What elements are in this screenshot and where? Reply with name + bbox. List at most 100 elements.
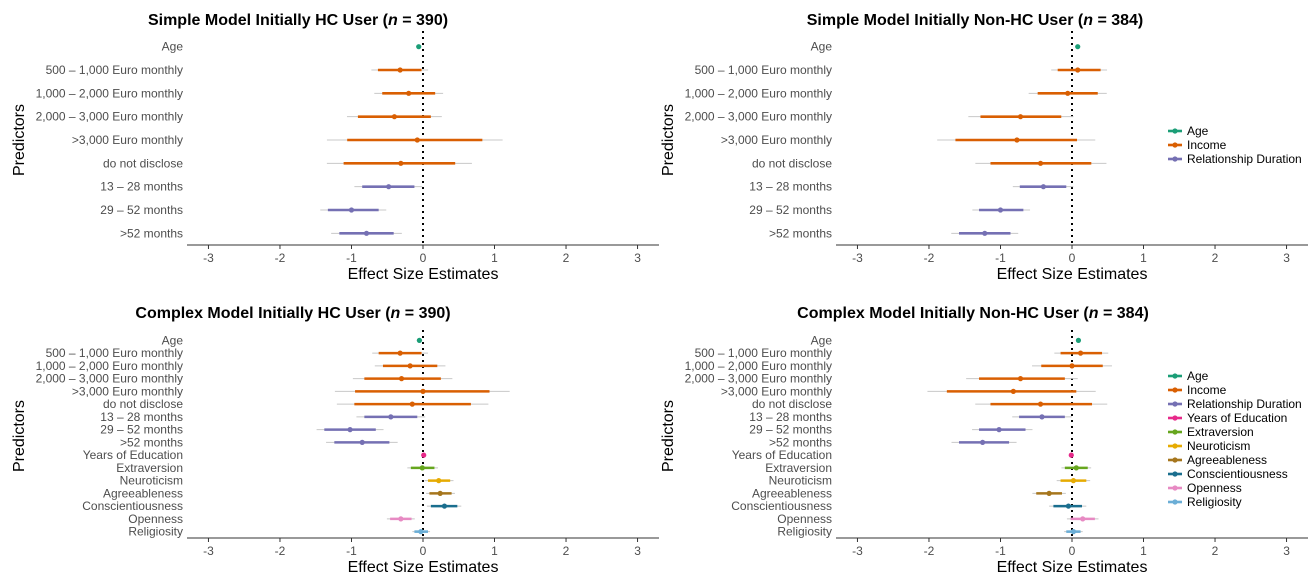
estimate-point-3-000-euro-monthly <box>1010 388 1016 394</box>
x-tick-label: 0 <box>420 251 427 265</box>
predictor-label: Religiosity <box>128 525 183 539</box>
y-axis-title: Predictors <box>660 104 677 176</box>
panel-title-part: Complex Model Initially Non-HC User ( <box>797 305 1089 322</box>
panel-4: Complex Model Initially Non-HC User (n =… <box>660 305 1308 574</box>
estimate-point-3-000-euro-monthly <box>420 388 426 394</box>
estimate-point-extraversion <box>419 465 425 471</box>
predictor-label: 29 – 52 months <box>100 423 183 437</box>
legend-key-dot <box>1172 429 1178 435</box>
predictor-label: Openness <box>128 512 183 526</box>
estimate-point-1-000-2-000-euro-monthly <box>407 363 413 369</box>
predictor-label: 2,000 – 3,000 Euro monthly <box>36 110 183 124</box>
estimate-point-500-1-000-euro-monthly <box>397 350 403 356</box>
predictor-label: Age <box>162 40 184 54</box>
estimate-point-years-of-education <box>421 452 427 458</box>
estimate-point-29-52-months <box>996 427 1002 433</box>
x-tick-label: 2 <box>563 251 570 265</box>
predictor-label: 2,000 – 3,000 Euro monthly <box>685 110 832 124</box>
x-tick-label: -1 <box>995 544 1006 558</box>
panel-title-part: = 384) <box>1093 12 1143 29</box>
panel-title-part: n <box>391 305 401 322</box>
estimate-point-1-000-2-000-euro-monthly <box>1069 363 1075 369</box>
predictor-label: 500 – 1,000 Euro monthly <box>695 346 832 360</box>
legend-key-dot <box>1172 142 1178 148</box>
predictor-label: 29 – 52 months <box>749 423 832 437</box>
estimate-point-13-28-months <box>386 184 392 190</box>
estimate-point-do-not-disclose <box>1037 160 1044 166</box>
estimate-point-age <box>416 337 423 343</box>
estimate-point-age <box>1075 44 1081 50</box>
predictor-label: 13 – 28 months <box>100 180 183 194</box>
y-axis-title: Predictors <box>11 104 28 176</box>
predictor-label: 1,000 – 2,000 Euro monthly <box>685 359 832 373</box>
legend-label: Income <box>1187 383 1227 397</box>
legend-key-dot <box>1172 471 1178 477</box>
legend-key-dot <box>1172 387 1178 393</box>
panel-title-part: = 390) <box>398 12 448 29</box>
x-tick-label: 1 <box>491 544 498 558</box>
predictor-label: 2,000 – 3,000 Euro monthly <box>685 372 832 386</box>
estimate-point-1-000-2-000-euro-monthly <box>406 90 412 96</box>
estimate-point-500-1-000-euro-monthly <box>1075 67 1081 73</box>
panel-1: Simple Model Initially HC User (n = 390)… <box>11 12 659 283</box>
predictor-label: 2,000 – 3,000 Euro monthly <box>36 372 183 386</box>
x-tick-label: -3 <box>852 251 863 265</box>
legend-key-dot <box>1172 485 1178 491</box>
legend-key-dot <box>1172 415 1178 421</box>
predictor-label: Neuroticism <box>120 474 183 488</box>
predictor-label: Age <box>811 40 833 54</box>
estimate-point-openness <box>1080 516 1086 522</box>
x-tick-label: 2 <box>1212 544 1219 558</box>
estimate-point-52-months <box>363 230 370 236</box>
x-tick-label: 3 <box>634 544 641 558</box>
panel-title-part: n <box>1089 305 1099 322</box>
legend-label: Relationship Duration <box>1187 397 1302 411</box>
estimate-point-age <box>416 44 422 50</box>
panel-title-part: Simple Model Initially Non-HC User ( <box>807 12 1084 29</box>
predictor-label: Agreeableness <box>752 486 832 500</box>
x-tick-label: -1 <box>995 251 1006 265</box>
estimate-point-conscientiousness <box>441 503 448 509</box>
predictor-label: Religiosity <box>777 525 832 539</box>
predictor-label: >52 months <box>120 226 183 240</box>
estimate-point-500-1-000-euro-monthly <box>1077 350 1084 356</box>
predictor-label: 13 – 28 months <box>749 410 832 424</box>
legend-label: Relationship Duration <box>1187 152 1302 166</box>
x-axis-title: Effect Size Estimates <box>348 266 499 283</box>
estimate-point-52-months <box>982 230 988 236</box>
estimate-point-29-52-months <box>348 207 355 213</box>
predictor-label: Agreeableness <box>103 486 183 500</box>
legend-key-dot <box>1172 401 1178 407</box>
legend-label: Years of Education <box>1187 411 1287 425</box>
x-tick-label: 0 <box>1069 544 1076 558</box>
x-tick-label: -2 <box>275 251 286 265</box>
x-tick-label: -1 <box>346 544 357 558</box>
panel-title-part: Simple Model Initially HC User ( <box>148 12 389 29</box>
estimate-point-agreeableness <box>437 490 443 496</box>
panel-title-part: n <box>1083 12 1093 29</box>
panel-3: Complex Model Initially HC User (n = 390… <box>11 305 659 574</box>
y-axis-title: Predictors <box>11 400 28 472</box>
estimate-point-13-28-months <box>388 414 394 420</box>
x-axis-title: Effect Size Estimates <box>997 559 1148 574</box>
panel-title: Simple Model Initially HC User (n = 390) <box>148 12 448 29</box>
estimate-point-2-000-3-000-euro-monthly <box>1017 376 1024 382</box>
y-axis-title: Predictors <box>660 400 677 472</box>
legend-label: Neuroticism <box>1187 439 1250 453</box>
predictor-label: >3,000 Euro monthly <box>721 384 832 398</box>
panel-title-part: = 384) <box>1099 305 1149 322</box>
predictor-label: >52 months <box>120 435 183 449</box>
predictor-label: Neuroticism <box>769 474 832 488</box>
legend-key-dot <box>1172 443 1178 449</box>
panel-title-part: = 390) <box>400 305 450 322</box>
predictor-label: 500 – 1,000 Euro monthly <box>46 346 183 360</box>
estimate-point-29-52-months <box>347 427 353 433</box>
x-tick-label: 0 <box>1069 251 1076 265</box>
legend-key-dot <box>1172 128 1178 134</box>
predictor-label: do not disclose <box>752 397 832 411</box>
panel-title-part: n <box>388 12 398 29</box>
predictor-label: Openness <box>777 512 832 526</box>
panel-title: Complex Model Initially Non-HC User (n =… <box>797 305 1149 322</box>
predictor-label: >52 months <box>769 226 832 240</box>
panel-title-part: Complex Model Initially HC User ( <box>135 305 391 322</box>
